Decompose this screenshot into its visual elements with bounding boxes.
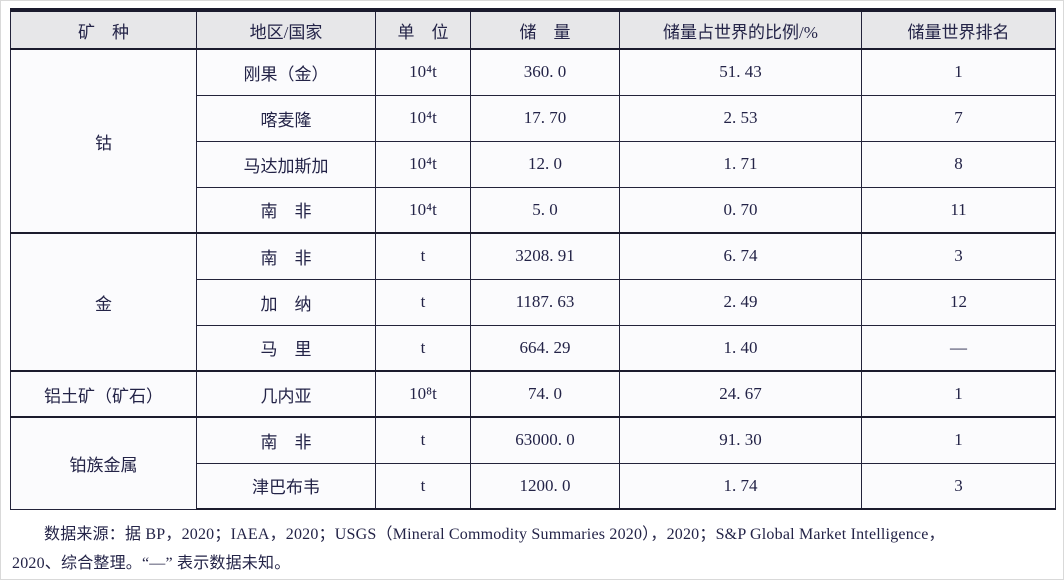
table-row: 钴 刚果（金） 10⁴t 360. 0 51. 43 1: [10, 48, 1056, 234]
table-row: 铝土矿（矿石） 几内亚 10⁸t 74. 0 24. 67 1: [10, 370, 1056, 418]
cell-reserve: 63000. 0: [470, 416, 620, 464]
cell-unit: t: [375, 462, 471, 510]
cell-unit: t: [375, 416, 471, 464]
table-row: 金 南 非 t 3208. 91 6. 74 3: [10, 232, 1056, 372]
cell-share: 24. 67: [619, 370, 862, 418]
cell-region: 喀麦隆: [196, 94, 376, 142]
cell-reserve: 3208. 91: [470, 232, 620, 280]
mineral-reserves-table: 矿 种 地区/国家 单 位 储 量 储量占世界的比例/% 储量世界排名 钴 刚果…: [10, 8, 1056, 510]
cell-reserve: 360. 0: [470, 48, 620, 96]
cell-region: 津巴布韦: [196, 462, 376, 510]
header-rank: 储量世界排名: [861, 8, 1056, 50]
cell-region: 马 里: [196, 324, 376, 372]
cell-rank: —: [861, 324, 1056, 372]
cell-reserve: 5. 0: [470, 186, 620, 234]
cell-unit: t: [375, 232, 471, 280]
cell-unit: t: [375, 278, 471, 326]
source-note: 数据来源：据 BP，2020；IAEA，2020；USGS（Mineral Co…: [12, 520, 1052, 578]
header-mineral: 矿 种: [10, 8, 197, 50]
cell-unit: 10⁴t: [375, 94, 471, 142]
cell-region: 加 纳: [196, 278, 376, 326]
cell-rank: 11: [861, 186, 1056, 234]
cell-region: 几内亚: [196, 370, 376, 418]
cell-unit: 10⁴t: [375, 48, 471, 96]
cell-region: 马达加斯加: [196, 140, 376, 188]
cell-rank: 7: [861, 94, 1056, 142]
cell-share: 51. 43: [619, 48, 862, 96]
cell-region: 南 非: [196, 232, 376, 280]
cell-region: 刚果（金）: [196, 48, 376, 96]
header-region: 地区/国家: [196, 8, 376, 50]
cell-region: 南 非: [196, 186, 376, 234]
cell-unit: t: [375, 324, 471, 372]
header-reserve: 储 量: [470, 8, 620, 50]
cell-share: 2. 53: [619, 94, 862, 142]
cell-share: 1. 40: [619, 324, 862, 372]
table-row: 津巴布韦 t 1200. 0 1. 74 3: [11, 462, 1056, 510]
cell-rank: 1: [861, 416, 1056, 464]
cell-share: 91. 30: [619, 416, 862, 464]
cell-reserve: 664. 29: [470, 324, 620, 372]
cell-unit: 10⁴t: [375, 140, 471, 188]
cell-mineral: 铝土矿（矿石）: [10, 370, 197, 418]
header-row: 矿 种 地区/国家 单 位 储 量 储量占世界的比例/% 储量世界排名: [10, 8, 1056, 50]
header-unit: 单 位: [375, 8, 471, 50]
cell-mineral: 铂族金属: [10, 416, 197, 510]
cell-rank: 3: [861, 232, 1056, 280]
cell-share: 2. 49: [619, 278, 862, 326]
table-row: 南 非 10⁴t 5. 0 0. 70 11: [11, 186, 1056, 234]
table-row: 马 里 t 664. 29 1. 40 —: [11, 324, 1056, 372]
cell-reserve: 1187. 63: [470, 278, 620, 326]
cell-unit: 10⁴t: [375, 186, 471, 234]
cell-rank: 1: [861, 370, 1056, 418]
table-row: 喀麦隆 10⁴t 17. 70 2. 53 7: [11, 94, 1056, 142]
cell-region: 南 非: [196, 416, 376, 464]
cell-share: 6. 74: [619, 232, 862, 280]
cell-rank: 12: [861, 278, 1056, 326]
header-share: 储量占世界的比例/%: [619, 8, 862, 50]
cell-reserve: 17. 70: [470, 94, 620, 142]
cell-rank: 3: [861, 462, 1056, 510]
cell-share: 0. 70: [619, 186, 862, 234]
cell-reserve: 74. 0: [470, 370, 620, 418]
cell-rank: 8: [861, 140, 1056, 188]
table-row: 铂族金属 南 非 t 63000. 0 91. 30 1: [10, 416, 1056, 510]
cell-reserve: 1200. 0: [470, 462, 620, 510]
table-row: 加 纳 t 1187. 63 2. 49 12: [11, 278, 1056, 326]
cell-mineral: 金: [10, 232, 197, 372]
cell-unit: 10⁸t: [375, 370, 471, 418]
cell-rank: 1: [861, 48, 1056, 96]
cell-share: 1. 71: [619, 140, 862, 188]
cell-mineral: 钴: [10, 48, 197, 234]
source-note-line1: 数据来源：据 BP，2020；IAEA，2020；USGS（Mineral Co…: [44, 526, 945, 543]
cell-reserve: 12. 0: [470, 140, 620, 188]
source-note-line2: 2020、综合整理。“—” 表示数据未知。: [12, 555, 291, 572]
cell-share: 1. 74: [619, 462, 862, 510]
